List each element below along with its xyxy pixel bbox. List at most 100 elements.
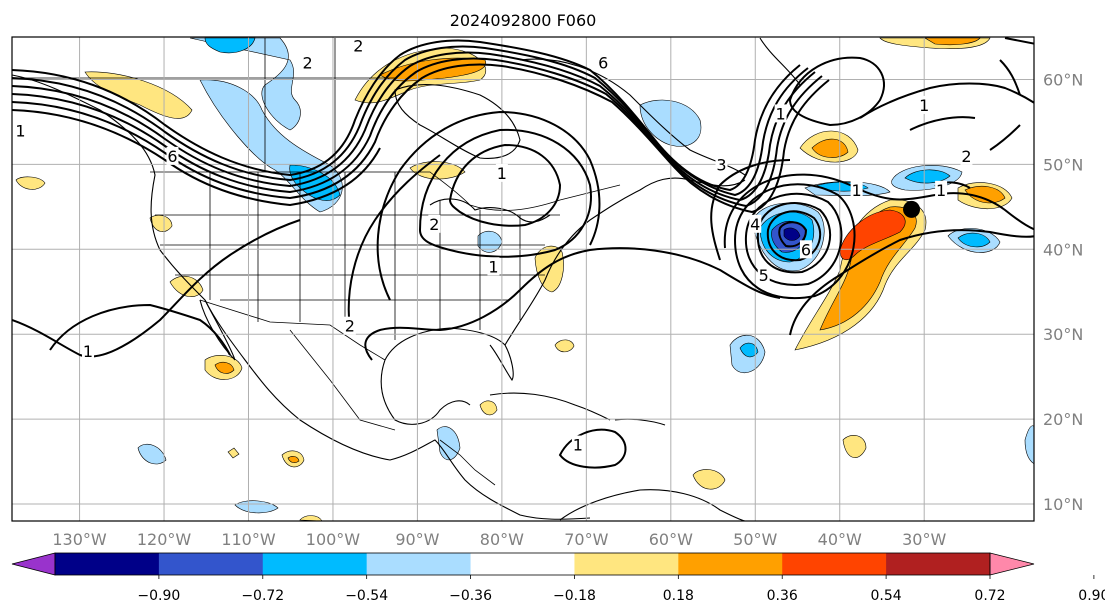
colorbar-bin: [262, 553, 368, 575]
negative-anomaly-area: [137, 444, 167, 465]
contour-label-background: [715, 155, 728, 174]
contour-label-background: [82, 342, 95, 361]
latitude-tick-label: 60°N: [1043, 70, 1083, 89]
longitude-tick-label: 70°W: [564, 530, 608, 549]
longitude-tick-label: 40°W: [818, 530, 862, 549]
coastline-hudson-bay: [394, 84, 521, 159]
contour-line: [558, 428, 627, 469]
positive-anomaly-area: [554, 339, 575, 353]
positive-anomaly-area: [811, 138, 849, 158]
colorbar-bin: [470, 553, 575, 575]
contour-label-background: [428, 214, 441, 233]
latitude-tick-label: 40°N: [1043, 240, 1083, 259]
colorbar-bin: [366, 553, 472, 575]
colorbar-tick-label: 0.72: [974, 588, 1005, 604]
colorbar: −0.90 −0.72 −0.54 −0.36 −0.18 0.18 0.36 0.54 0.7…: [11, 552, 1105, 604]
positive-anomaly-area: [379, 57, 487, 82]
contour-line: [766, 210, 822, 262]
contour-line: [376, 110, 601, 301]
contour-label: 1: [497, 164, 507, 183]
contour-line: [710, 159, 791, 261]
latitude-tick-label: 20°N: [1043, 410, 1083, 429]
negative-anomaly-area: [436, 426, 461, 461]
contour-line: [789, 229, 1034, 336]
contour-line: [418, 128, 592, 258]
contour-label-background: [571, 435, 584, 454]
longitude-tick-label: 90°W: [395, 530, 439, 549]
contour-label: 5: [759, 266, 769, 285]
colorbar-tick-label: −0.72: [241, 588, 284, 604]
contour-label-background: [352, 37, 365, 55]
latitude-tick-label: 30°N: [1043, 325, 1083, 344]
coastline-baja: [199, 299, 236, 361]
contour-label-background: [597, 53, 610, 72]
colorbar-tick-label: 0.90: [1078, 588, 1105, 604]
contour-label: 1: [573, 436, 583, 455]
contour-line: [756, 202, 832, 274]
positive-anomaly-area: [15, 176, 46, 190]
contour-label: 6: [167, 147, 177, 166]
contour-line: [1004, 37, 1034, 45]
positive-anomaly-area: [923, 37, 981, 46]
contour-label: 2: [303, 53, 313, 72]
contour-line: [909, 116, 976, 131]
contour-label-background: [850, 180, 863, 199]
negative-anomaly-area: [204, 37, 256, 54]
negative-anomaly-area: [904, 169, 951, 184]
contour-label: 1: [776, 104, 786, 123]
contour-label-background: [749, 214, 762, 233]
colorbar-outline: [54, 552, 991, 576]
contour-label-background: [918, 95, 931, 114]
longitude-tick-label: 110°W: [221, 530, 276, 549]
negative-anomaly-area: [783, 227, 801, 241]
contour-label: 2: [961, 147, 971, 166]
positive-anomaly-area: [842, 435, 867, 458]
contour-label: 4: [750, 215, 760, 234]
latitude-tick-label: 10°N: [1043, 495, 1083, 514]
contour-label: 1: [15, 121, 25, 140]
positive-anomaly-area: [692, 469, 726, 490]
coastline-south-america: [559, 489, 746, 521]
contour-line: [12, 57, 823, 208]
contour-line: [49, 303, 231, 356]
positive-anomaly-area: [287, 456, 300, 463]
colorbar-tick-label: 0.54: [871, 588, 902, 604]
colorbar-tick-label: −0.36: [449, 588, 492, 604]
contour-label: 1: [936, 181, 946, 200]
colorbar-tick-label: 0.36: [767, 588, 798, 604]
positive-anomaly-area: [227, 447, 240, 459]
colorbar-bin: [55, 553, 160, 575]
contour-label-background: [757, 265, 770, 284]
contour-label-background: [14, 121, 27, 140]
colorbar-tick-label: 0.18: [663, 588, 694, 604]
colorbar-tick-label: −0.18: [553, 588, 596, 604]
contour-label-background: [799, 240, 812, 259]
contour-line: [12, 45, 809, 197]
map-title: 2024092800 F060: [450, 11, 597, 30]
coastline-yucatan: [380, 359, 471, 425]
positive-anomaly-area: [214, 361, 235, 374]
contour-label-background: [487, 257, 500, 276]
negative-anomaly-area: [189, 37, 301, 131]
longitude-tick-label: 130°W: [52, 530, 107, 549]
contour-label-background: [343, 316, 356, 335]
contour-line: [12, 39, 801, 192]
latitude-tick-label: 50°N: [1043, 155, 1083, 174]
longitude-axis: 130°W 120°W 110°W 100°W 90°W 80°W 70°W 60°W 50°W…: [52, 530, 946, 549]
colorbar-bin: [678, 553, 783, 575]
contour-label: 1: [83, 342, 93, 361]
colorbar-bin: [886, 553, 991, 575]
contour-line: [723, 173, 1034, 249]
contour-label: 3: [716, 155, 726, 174]
contour-label-background: [166, 146, 179, 165]
colorbar-extend-low: [11, 552, 56, 576]
map-frame: [11, 36, 1035, 522]
negative-anomaly-area: [1024, 425, 1034, 465]
colorbar-extend-high: [989, 552, 1035, 576]
negative-anomaly-area: [957, 232, 991, 248]
contour-label: 2: [353, 36, 363, 55]
contour-line: [12, 219, 301, 358]
colorbar-bin: [158, 553, 264, 575]
positive-anomaly-area: [839, 209, 906, 260]
